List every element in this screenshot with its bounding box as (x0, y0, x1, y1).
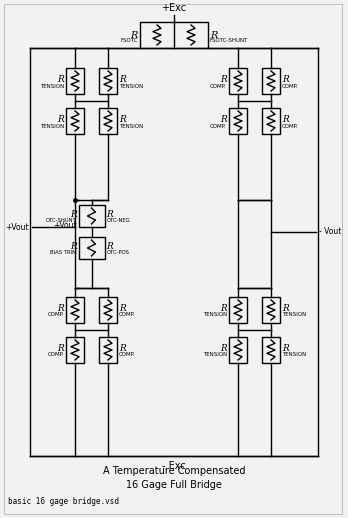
Text: R: R (70, 242, 77, 251)
Bar (262, 108, 280, 134)
Text: +Exc: +Exc (161, 3, 187, 13)
Bar (66, 108, 84, 134)
Text: TENSION: TENSION (40, 83, 64, 89)
Bar (66, 68, 84, 94)
Bar (229, 108, 247, 134)
Text: R: R (119, 304, 126, 313)
Text: R: R (210, 31, 218, 39)
Text: R: R (119, 115, 126, 124)
Text: R: R (220, 344, 227, 353)
Text: - Vout: - Vout (319, 227, 341, 237)
Bar (140, 22, 208, 48)
Text: R: R (57, 75, 64, 84)
Text: COMP.: COMP. (210, 83, 227, 89)
Text: COMP.: COMP. (282, 83, 299, 89)
Text: COMP.: COMP. (47, 312, 64, 318)
Text: R: R (106, 242, 113, 251)
Text: R: R (57, 344, 64, 353)
Text: basic 16 gage bridge.vsd: basic 16 gage bridge.vsd (8, 497, 119, 506)
Bar (79, 205, 104, 227)
Text: R: R (220, 115, 227, 124)
Text: COMP.: COMP. (210, 123, 227, 128)
Text: - Exc: - Exc (162, 461, 186, 471)
Text: TENSION: TENSION (119, 123, 143, 128)
Text: TENSION: TENSION (40, 123, 64, 128)
Bar (229, 68, 247, 94)
Bar (229, 337, 247, 363)
Text: TENSION: TENSION (119, 83, 143, 89)
Text: COMP.: COMP. (119, 353, 136, 357)
Bar (99, 297, 117, 323)
Text: FSOTC-SHUNT: FSOTC-SHUNT (210, 38, 248, 44)
Text: R: R (119, 75, 126, 84)
Text: R: R (220, 75, 227, 84)
Text: BIAS TRIM: BIAS TRIM (50, 251, 77, 255)
Text: R: R (282, 344, 289, 353)
Text: FSOTC: FSOTC (121, 38, 138, 44)
Bar (229, 297, 247, 323)
Text: R: R (70, 210, 77, 219)
Bar (99, 337, 117, 363)
Text: R: R (282, 304, 289, 313)
Text: OTC-POS: OTC-POS (106, 251, 129, 255)
Text: OTC-NEG: OTC-NEG (106, 219, 130, 223)
Text: R: R (119, 344, 126, 353)
Text: TENSION: TENSION (282, 353, 306, 357)
Bar (99, 108, 117, 134)
Bar (262, 68, 280, 94)
Text: +Vout: +Vout (53, 221, 77, 229)
Text: TENSION: TENSION (203, 312, 227, 318)
Bar (99, 68, 117, 94)
Text: +Vout: +Vout (5, 223, 29, 232)
Text: R: R (282, 115, 289, 124)
Bar (79, 237, 104, 259)
Text: TENSION: TENSION (203, 353, 227, 357)
Text: TENSION: TENSION (282, 312, 306, 318)
Text: COMP.: COMP. (282, 123, 299, 128)
Bar (66, 337, 84, 363)
Bar (262, 337, 280, 363)
Bar (66, 297, 84, 323)
Text: R: R (106, 210, 113, 219)
Text: R: R (282, 75, 289, 84)
Text: R: R (220, 304, 227, 313)
Text: R: R (57, 115, 64, 124)
Text: COMP.: COMP. (119, 312, 136, 318)
Text: OTC-SHUNT: OTC-SHUNT (46, 219, 77, 223)
Text: A Temperature Compensated
16 Gage Full Bridge: A Temperature Compensated 16 Gage Full B… (103, 466, 245, 490)
Text: COMP.: COMP. (47, 353, 64, 357)
Text: R: R (57, 304, 64, 313)
Text: R: R (130, 31, 138, 39)
Bar (262, 297, 280, 323)
